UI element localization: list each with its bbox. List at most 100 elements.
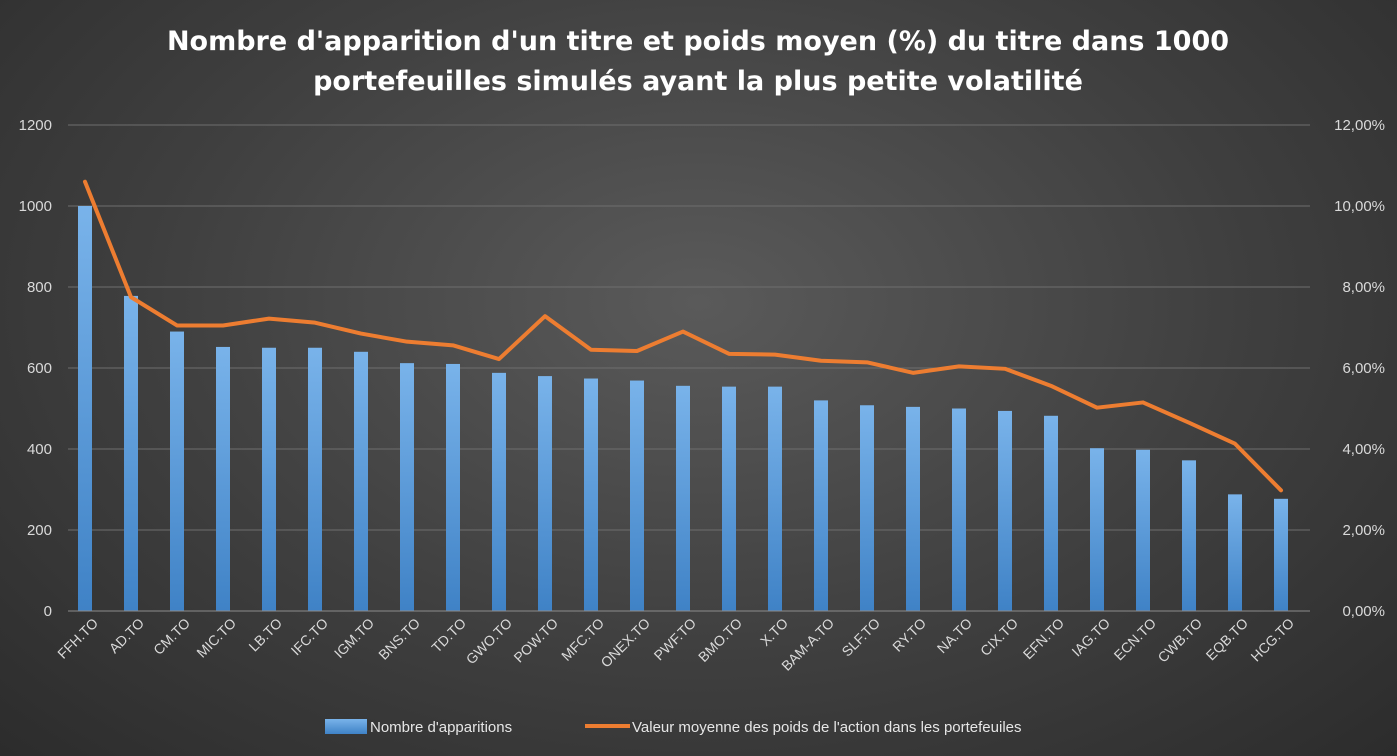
bar	[1044, 415, 1058, 611]
line-point	[267, 317, 271, 321]
category-label: EQB.TO	[1203, 615, 1252, 664]
line-point	[1095, 406, 1099, 410]
x-axis: FFH.TO AD.TO CM.TO MIC.TO LB.TO IFC.TO IGM.TOB…	[54, 610, 1310, 674]
bar	[538, 376, 552, 611]
bar	[78, 206, 92, 611]
line-series	[83, 179, 1283, 493]
line-point	[1003, 367, 1007, 371]
bar	[768, 386, 782, 611]
legend-label-bars: Nombre d'apparitions	[370, 719, 512, 736]
category-label: GWO.TO	[463, 615, 515, 667]
line-point	[1187, 421, 1191, 425]
category-label: HCG.TO	[1247, 615, 1297, 665]
bar	[584, 378, 598, 611]
category-label: X.TO	[757, 615, 791, 649]
line-point	[221, 323, 225, 327]
category-label: BMO.TO	[695, 615, 745, 665]
line-point	[1279, 488, 1283, 492]
line-point	[543, 314, 547, 318]
category-label: ONEX.TO	[597, 615, 653, 671]
line-point	[175, 323, 179, 327]
bar	[722, 386, 736, 611]
bar	[814, 400, 828, 611]
left-tick-label: 600	[27, 360, 52, 377]
right-tick-label: 6,00%	[1342, 360, 1385, 377]
category-label: CIX.TO	[977, 615, 1021, 659]
category-label: IAG.TO	[1068, 615, 1113, 660]
bar	[630, 380, 644, 611]
bar	[1136, 449, 1150, 611]
category-label: EFN.TO	[1020, 615, 1068, 663]
bar	[492, 372, 506, 611]
line-point	[1233, 442, 1237, 446]
line-point	[635, 349, 639, 353]
bar	[124, 295, 138, 611]
right-tick-label: 8,00%	[1342, 279, 1385, 296]
left-tick-label: 1200	[19, 117, 52, 134]
bar	[1090, 448, 1104, 611]
legend-label-line: Valeur moyenne des poids de l'action dan…	[632, 719, 1022, 736]
category-label: LB.TO	[245, 615, 285, 655]
category-label: BNS.TO	[375, 615, 423, 663]
line-point	[451, 343, 455, 347]
line-point	[1141, 400, 1145, 404]
line-point	[911, 371, 915, 375]
left-tick-label: 400	[27, 441, 52, 458]
category-label: RY.TO	[889, 615, 929, 655]
line-point	[589, 348, 593, 352]
line-point	[727, 352, 731, 356]
line-point	[819, 359, 823, 363]
right-tick-label: 2,00%	[1342, 522, 1385, 539]
bar	[308, 347, 322, 611]
right-tick-label: 0,00%	[1342, 603, 1385, 620]
category-label: IFC.TO	[288, 615, 332, 659]
left-tick-label: 1000	[19, 198, 52, 215]
category-label: CWB.TO	[1154, 615, 1205, 666]
left-tick-label: 0	[44, 603, 52, 620]
right-tick-label: 4,00%	[1342, 441, 1385, 458]
bar	[1228, 494, 1242, 611]
bar	[170, 331, 184, 611]
left-tick-label: 200	[27, 522, 52, 539]
category-label: SLF.TO	[838, 615, 883, 660]
category-label: FFH.TO	[54, 615, 101, 662]
line-point	[83, 180, 87, 184]
chart-title-line-1: Nombre d'apparition d'un titre et poids …	[167, 26, 1229, 57]
bar	[952, 408, 966, 611]
bar	[262, 347, 276, 611]
bar	[1182, 460, 1196, 611]
category-label: IGM.TO	[331, 615, 377, 661]
bar	[676, 385, 690, 611]
bar	[400, 363, 414, 611]
bar	[446, 363, 460, 611]
chart-title-line-2: portefeuilles simulés ayant la plus peti…	[313, 66, 1083, 97]
line-point	[865, 360, 869, 364]
category-label: NA.TO	[934, 615, 975, 656]
category-label: POW.TO	[510, 615, 561, 666]
line-point	[773, 353, 777, 357]
bar	[216, 346, 230, 611]
bar	[1274, 498, 1288, 611]
bar-series	[78, 206, 1288, 611]
right-tick-label: 10,00%	[1334, 198, 1385, 215]
legend-swatch-bars	[325, 719, 367, 734]
line-point	[359, 332, 363, 336]
category-label: AD.TO	[106, 615, 147, 656]
line-point	[405, 340, 409, 344]
left-y-axis: 0 200 400 600 800 1000 1200	[19, 117, 52, 620]
bar	[354, 351, 368, 611]
bar	[998, 410, 1012, 611]
legend: Nombre d'apparitions Valeur moyenne des …	[325, 719, 1022, 736]
right-y-axis: 0,00% 2,00% 4,00% 6,00% 8,00% 10,00% 12,00%	[1334, 117, 1385, 620]
category-label: TD.TO	[428, 615, 469, 656]
bar	[906, 406, 920, 611]
line-point	[1049, 384, 1053, 388]
category-label: MIC.TO	[193, 615, 239, 661]
category-label: PWF.TO	[651, 615, 700, 664]
line-point	[957, 364, 961, 368]
line-point	[129, 295, 133, 299]
right-tick-label: 12,00%	[1334, 117, 1385, 134]
category-label: CM.TO	[150, 615, 193, 658]
